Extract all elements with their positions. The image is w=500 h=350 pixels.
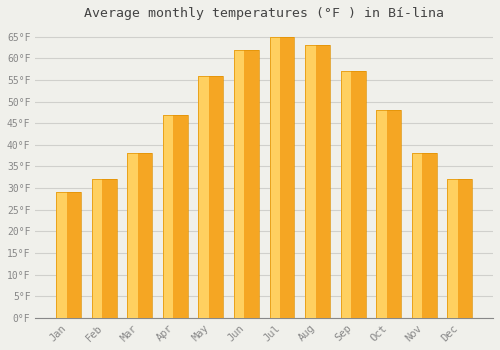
Bar (163, 114, 173, 318)
Bar (198, 76, 224, 318)
Bar (270, 37, 294, 318)
Bar (305, 46, 330, 318)
Bar (448, 180, 472, 318)
Bar (412, 154, 422, 318)
Bar (56, 193, 81, 318)
Bar (412, 154, 436, 318)
Bar (376, 110, 401, 318)
Bar (56, 193, 66, 318)
Bar (305, 46, 330, 318)
Bar (234, 50, 259, 318)
Bar (448, 180, 458, 318)
Bar (163, 114, 188, 318)
Bar (412, 154, 436, 318)
Bar (92, 180, 116, 318)
Bar (340, 71, 365, 318)
Title: Average monthly temperatures (°F ) in Bí‑lina: Average monthly temperatures (°F ) in Bí… (84, 7, 444, 20)
Bar (340, 71, 351, 318)
Bar (270, 37, 280, 318)
Bar (163, 114, 188, 318)
Bar (234, 50, 244, 318)
Bar (305, 46, 316, 318)
Bar (376, 110, 386, 318)
Bar (127, 154, 152, 318)
Bar (92, 180, 116, 318)
Bar (234, 50, 259, 318)
Bar (376, 110, 401, 318)
Bar (270, 37, 294, 318)
Bar (198, 76, 209, 318)
Bar (448, 180, 472, 318)
Bar (56, 193, 81, 318)
Bar (340, 71, 365, 318)
Bar (92, 180, 102, 318)
Bar (127, 154, 152, 318)
Bar (198, 76, 224, 318)
Bar (127, 154, 138, 318)
